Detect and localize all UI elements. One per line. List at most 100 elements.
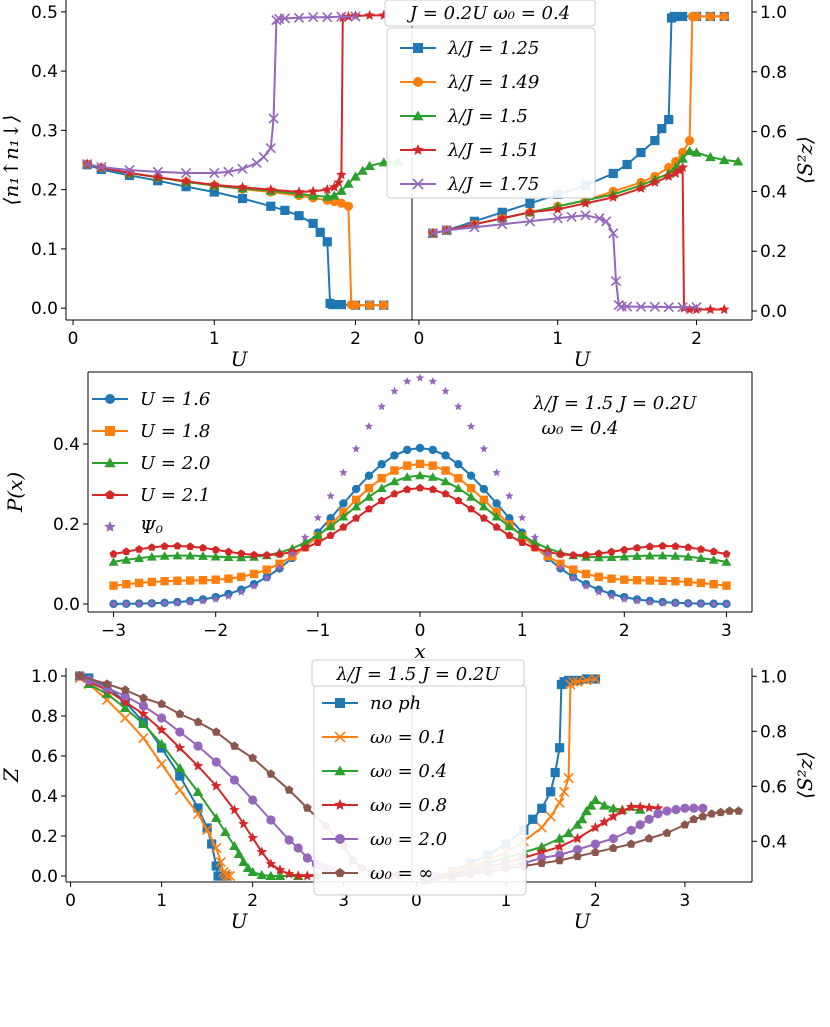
legend-label: λ/J = 1.75 [447, 174, 539, 195]
square-marker [220, 871, 230, 881]
square-marker [364, 484, 374, 493]
pentagon-marker [102, 679, 112, 688]
star-marker [554, 841, 565, 852]
pentagon-marker [186, 542, 195, 550]
triangle-marker [721, 557, 732, 566]
circle-marker [635, 820, 645, 830]
x-marker [350, 11, 361, 22]
x-marker [156, 758, 167, 770]
pentagon-marker [262, 551, 271, 559]
circle-marker [680, 803, 690, 813]
series--j-1-75 [427, 210, 702, 313]
pentagon-marker [555, 855, 564, 865]
legend-label: U = 1.8 [140, 421, 210, 442]
triangle-marker [159, 551, 170, 560]
x-marker-stroke [677, 301, 688, 313]
x-marker-stroke [567, 676, 579, 687]
series-line [432, 214, 697, 309]
star-marker [339, 468, 348, 477]
pentagon-marker [680, 820, 690, 829]
square-marker [657, 123, 667, 134]
x-marker [265, 142, 276, 154]
x-marker-stroke [237, 163, 248, 175]
y-tick-label: 0.4 [760, 832, 787, 852]
triangle-marker [554, 833, 565, 843]
x-marker [209, 167, 220, 179]
pentagon-marker [313, 538, 322, 546]
pentagon-marker [326, 531, 335, 539]
x-tick-label: 1 [501, 891, 512, 911]
star-marker [109, 599, 118, 608]
triangle-marker [156, 738, 167, 748]
x-axis-label: x [414, 639, 425, 663]
star-marker [492, 468, 501, 477]
x-marker-stroke [566, 211, 577, 222]
circle-marker [248, 795, 258, 805]
square-marker [555, 743, 565, 753]
triangle-marker [427, 472, 438, 481]
square-marker [608, 168, 618, 179]
triangle-marker [440, 476, 451, 486]
x-marker [594, 213, 605, 224]
x-tick-label: 0 [65, 891, 76, 911]
triangle-marker [364, 160, 375, 170]
star-marker [552, 203, 563, 214]
triangle-marker [274, 870, 286, 880]
x-marker-stroke [469, 222, 480, 233]
circle-marker [377, 460, 386, 469]
square-marker [322, 237, 332, 247]
legend-bottom-items: no ph ω₀ = 0.1 ω₀ = 0.4 ω₀ = 0.8 ω₀ = 2.0 ω₀ … [322, 693, 447, 884]
triangle-marker [732, 156, 744, 166]
circle-marker [365, 300, 375, 310]
star-marker [334, 799, 346, 810]
pentagon-marker [237, 549, 246, 557]
x-marker [336, 11, 347, 22]
star-marker [247, 832, 258, 843]
triangle-marker [683, 552, 694, 561]
legend-label: Ψ₀ [140, 517, 163, 538]
square-marker [262, 565, 271, 574]
square-marker [237, 193, 248, 204]
legend-label: λ/J = 1.25 [447, 38, 539, 59]
circle-marker [537, 853, 547, 863]
triangle-marker [572, 819, 583, 829]
x-marker [180, 167, 192, 179]
triangle-marker [696, 553, 706, 562]
legend-label: U = 2.0 [140, 453, 210, 474]
square-marker [479, 495, 489, 504]
triangle-marker [466, 492, 476, 501]
y-tick-label: 0.4 [760, 182, 787, 202]
x-marker-stroke [594, 213, 605, 224]
x-tick-label: 3 [679, 891, 690, 911]
star-marker [293, 186, 305, 197]
triangle-marker [351, 501, 362, 511]
square-marker [441, 466, 450, 475]
middle-panel-annotation-2: ω₀ = 0.4 [541, 418, 618, 439]
pentagon-marker [120, 685, 130, 694]
star-marker [134, 599, 144, 608]
y-axis-label: ⟨n₁↑n₁↓⟩ [0, 115, 23, 206]
pentagon-marker [211, 545, 220, 554]
square-marker [280, 205, 290, 215]
x-marker [192, 808, 204, 820]
square-marker [569, 565, 578, 574]
pentagon-marker [364, 504, 373, 513]
x-marker [613, 299, 624, 311]
star-marker [469, 218, 480, 229]
circle-marker [157, 713, 167, 723]
circle-marker [193, 741, 203, 751]
triangle-marker [256, 869, 267, 879]
square-marker [173, 576, 182, 585]
circle-marker [105, 394, 115, 404]
square-marker [636, 147, 646, 158]
star-marker [580, 197, 591, 208]
triangle-marker [691, 147, 702, 157]
x-marker-stroke [124, 164, 135, 176]
x-marker-stroke [96, 161, 107, 173]
x-marker [608, 228, 619, 239]
triangle-marker [338, 512, 349, 521]
pentagon-marker [696, 545, 705, 553]
y-tick-label: 0.4 [53, 435, 80, 455]
x-marker [224, 870, 236, 882]
triangle-marker [402, 472, 413, 481]
